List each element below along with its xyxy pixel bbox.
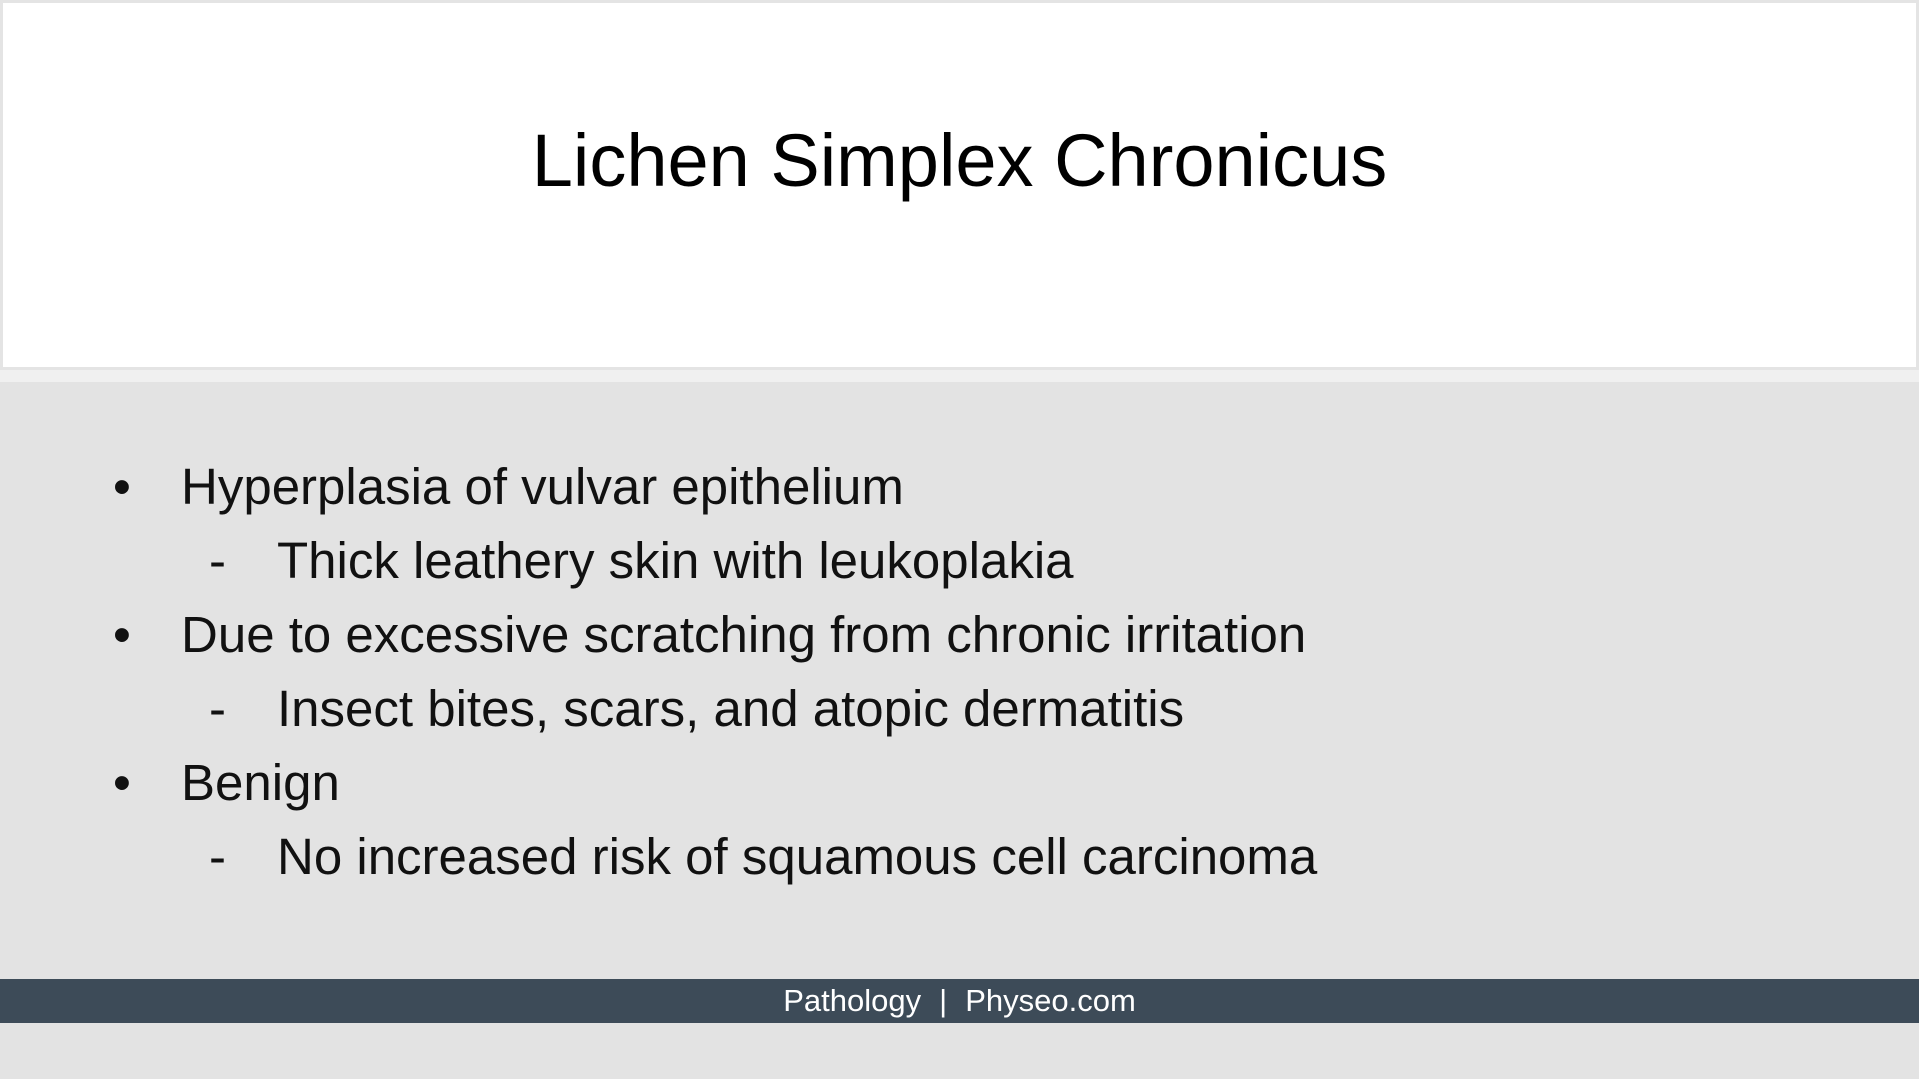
title-panel: Lichen Simplex Chronicus — [0, 0, 1919, 370]
bullet-list: • Hyperplasia of vulvar epithelium - Thi… — [0, 450, 1919, 894]
footer-subject: Pathology — [783, 983, 922, 1018]
sub-bullet-item: - Insect bites, scars, and atopic dermat… — [0, 672, 1919, 746]
sub-bullet-text: No increased risk of squamous cell carci… — [277, 828, 1318, 885]
footer-site: Physeo.com — [965, 983, 1136, 1018]
footer-bar: Pathology | Physeo.com — [0, 979, 1919, 1023]
dash-marker: - — [209, 680, 226, 737]
dash-marker: - — [209, 828, 226, 885]
bullet-marker: • — [113, 754, 131, 811]
bullet-marker: • — [113, 458, 131, 515]
bullet-text: Benign — [181, 754, 340, 811]
slide-title: Lichen Simplex Chronicus — [531, 119, 1388, 202]
bullet-item: • Due to excessive scratching from chron… — [0, 598, 1919, 672]
sub-bullet-item: - Thick leathery skin with leukoplakia — [0, 524, 1919, 598]
bullet-text: Hyperplasia of vulvar epithelium — [181, 458, 904, 515]
bullet-item: • Benign — [0, 746, 1919, 820]
dash-marker: - — [209, 532, 226, 589]
sub-bullet-text: Insect bites, scars, and atopic dermatit… — [277, 680, 1185, 737]
bullet-marker: • — [113, 606, 131, 663]
sub-bullet-text: Thick leathery skin with leukoplakia — [277, 532, 1074, 589]
footer-separator: | — [939, 983, 948, 1018]
bullet-text: Due to excessive scratching from chronic… — [181, 606, 1307, 663]
divider — [0, 370, 1919, 382]
sub-bullet-item: - No increased risk of squamous cell car… — [0, 820, 1919, 894]
bullet-item: • Hyperplasia of vulvar epithelium — [0, 450, 1919, 524]
